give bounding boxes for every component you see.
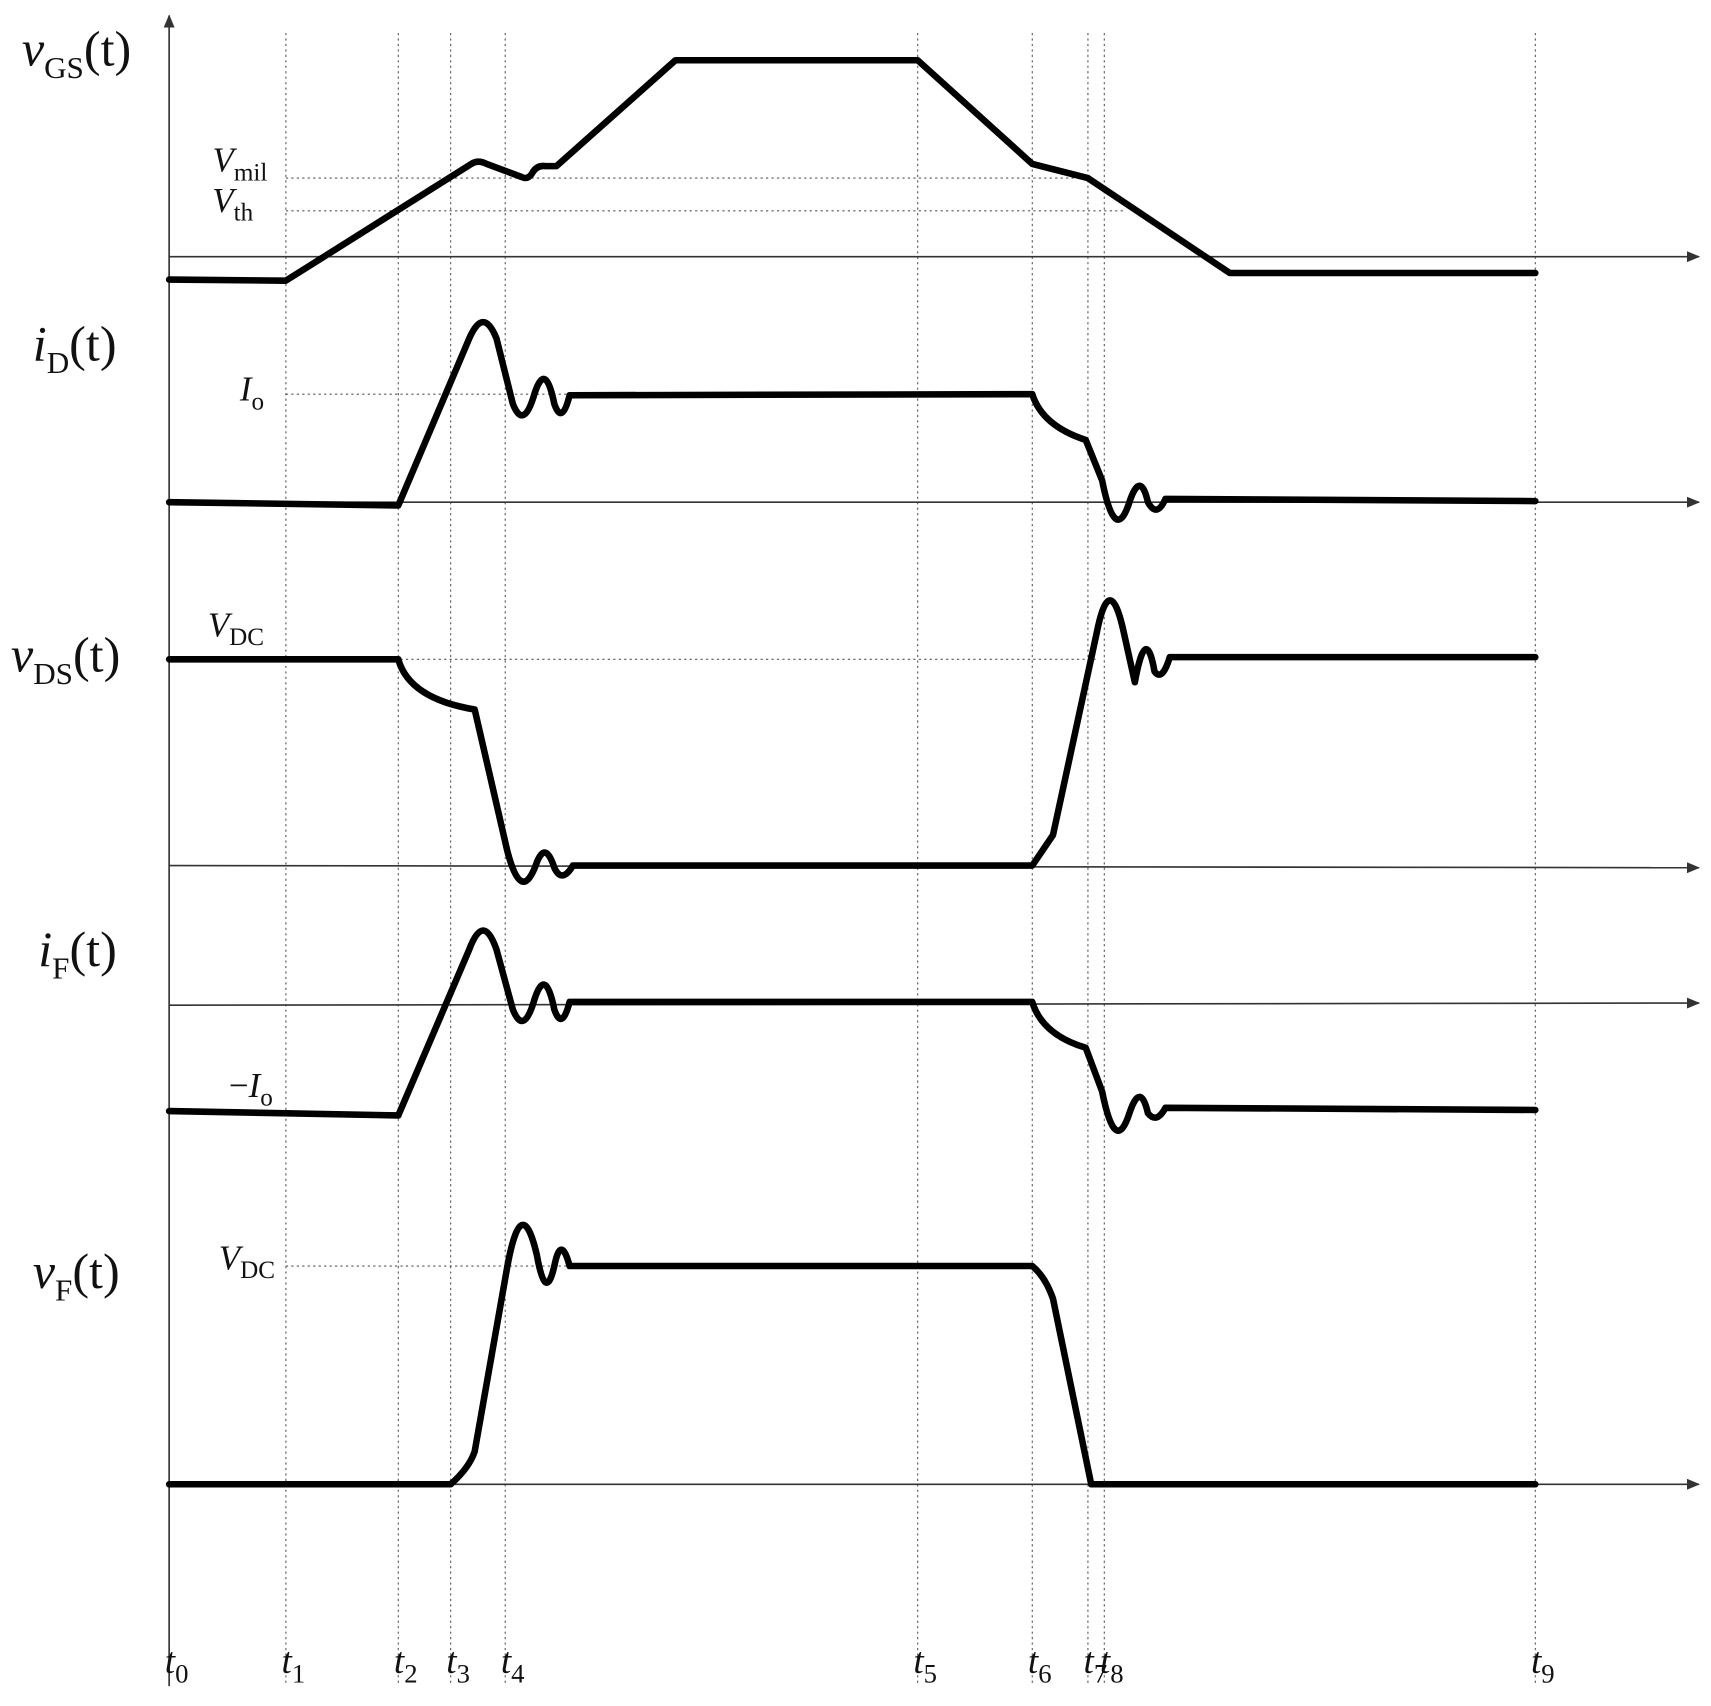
label-symbol: t <box>394 1641 406 1682</box>
label-subscript: mil <box>234 159 268 186</box>
label-symbol: t <box>446 1641 458 1682</box>
time-label: t7 <box>1084 1641 1108 1688</box>
signal-label: vGS(t) <box>22 21 131 86</box>
label-symbol: v <box>22 21 45 77</box>
if-waveform <box>165 927 1539 1134</box>
label-subscript: 2 <box>404 1658 417 1688</box>
signal-label: iD(t) <box>33 315 117 380</box>
label-symbol: V <box>208 605 233 644</box>
level-label: −Io <box>229 1066 273 1112</box>
level-label: VDC <box>219 1238 275 1284</box>
label-symbol: t <box>282 1641 294 1682</box>
label-symbol: V <box>212 181 237 220</box>
label-prefix: − <box>229 1066 249 1105</box>
label-subscript: 3 <box>457 1658 470 1688</box>
level-label: Vth <box>212 181 253 227</box>
level-label: Io <box>239 370 264 416</box>
vds-waveform <box>165 597 1539 885</box>
label-subscript: th <box>234 200 254 227</box>
time-label: t0 <box>165 1641 189 1688</box>
label-subscript: DC <box>240 1257 275 1284</box>
signal-label: vF(t) <box>33 1243 120 1308</box>
time-label: t4 <box>501 1641 525 1688</box>
vf-waveform <box>165 1221 1539 1488</box>
label-subscript: 5 <box>924 1658 937 1688</box>
label-symbol: t <box>165 1641 177 1682</box>
label-subscript: o <box>260 1085 273 1112</box>
label-argument: (t) <box>84 21 131 77</box>
time-label: t8 <box>1100 1641 1124 1688</box>
label-argument: (t) <box>69 921 116 977</box>
label-symbol: i <box>33 315 47 371</box>
label-symbol: t <box>1084 1641 1096 1682</box>
label-symbol: t <box>1028 1641 1040 1682</box>
label-subscript: GS <box>44 50 84 85</box>
label-subscript: 1 <box>292 1658 305 1688</box>
label-subscript: 4 <box>511 1658 524 1688</box>
label-subscript: 6 <box>1038 1658 1051 1688</box>
label-subscript: F <box>55 1272 72 1307</box>
label-subscript: 0 <box>175 1658 188 1688</box>
label-symbol: I <box>248 1066 262 1105</box>
label-subscript: DC <box>229 624 264 651</box>
label-symbol: t <box>913 1641 925 1682</box>
label-subscript: F <box>52 950 69 985</box>
level-label: VDC <box>208 605 264 651</box>
vgs-waveform <box>165 56 1539 284</box>
time-label: t9 <box>1531 1641 1555 1688</box>
label-symbol: t <box>1531 1641 1543 1682</box>
signal-label: vDS(t) <box>11 626 120 691</box>
label-symbol: V <box>213 141 238 180</box>
label-symbol: v <box>11 626 34 682</box>
time-label: t1 <box>282 1641 306 1688</box>
signal-label: iF(t) <box>38 921 117 986</box>
label-subscript: DS <box>33 656 73 691</box>
time-label: t5 <box>913 1641 937 1688</box>
time-label: t3 <box>446 1641 470 1688</box>
label-argument: (t) <box>73 626 120 682</box>
label-symbol: V <box>219 1238 244 1277</box>
label-symbol: v <box>33 1243 56 1299</box>
time-label: t2 <box>394 1641 418 1688</box>
label-symbol: t <box>1100 1641 1112 1682</box>
label-argument: (t) <box>72 1243 119 1299</box>
time-gridlines <box>285 32 1536 1687</box>
time-label: t6 <box>1028 1641 1052 1688</box>
level-lines <box>285 177 1124 1267</box>
label-subscript: 7 <box>1094 1658 1107 1688</box>
label-argument: (t) <box>69 315 116 371</box>
id-waveform <box>165 318 1539 523</box>
label-symbol: i <box>38 921 52 977</box>
label-subscript: D <box>47 345 69 380</box>
label-subscript: 9 <box>1541 1658 1554 1688</box>
label-subscript: o <box>252 388 265 415</box>
label-symbol: t <box>501 1641 513 1682</box>
label-subscript: 8 <box>1110 1658 1123 1688</box>
level-label: Vmil <box>213 141 268 187</box>
label-symbol: I <box>239 370 253 409</box>
